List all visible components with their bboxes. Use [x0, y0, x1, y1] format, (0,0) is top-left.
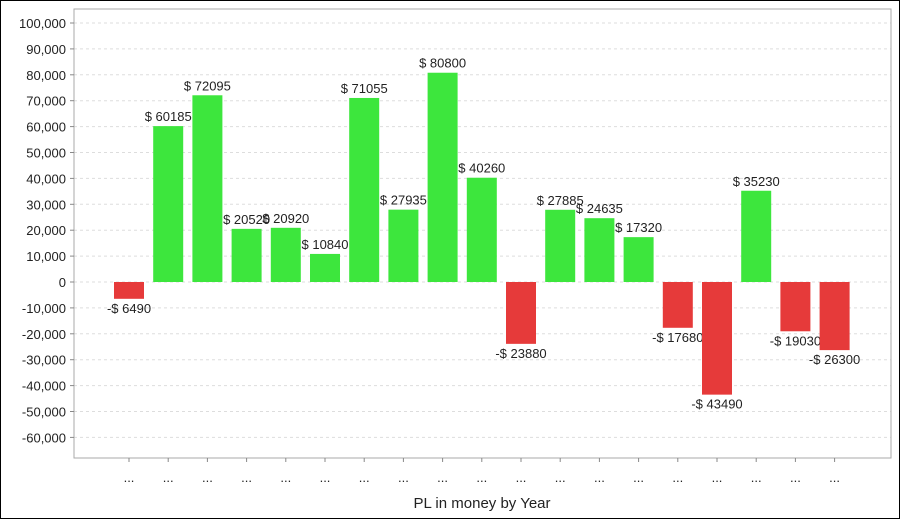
bar — [349, 97, 380, 282]
data-label: -$ 19030 — [770, 333, 821, 348]
bar — [310, 253, 340, 282]
x-tick-label: ... — [594, 470, 605, 485]
x-axis-label: PL in money by Year — [413, 495, 550, 512]
y-tick-label: -60,000 — [22, 430, 66, 445]
y-tick-label: 100,000 — [19, 16, 66, 31]
bar — [388, 209, 419, 282]
data-label: $ 80800 — [419, 56, 466, 71]
data-label: $ 60185 — [145, 109, 192, 124]
bar — [153, 126, 184, 282]
x-tick-label: ... — [633, 470, 644, 485]
x-tick-label: ... — [751, 470, 762, 485]
bar — [780, 282, 811, 332]
data-label: -$ 26300 — [809, 352, 860, 367]
y-tick-label: 80,000 — [26, 68, 66, 83]
x-tick-label: ... — [829, 470, 840, 485]
x-tick-label: ... — [476, 470, 487, 485]
x-tick-label: ... — [790, 470, 801, 485]
x-tick-label: ... — [202, 470, 213, 485]
bar — [192, 95, 223, 282]
data-label: $ 72095 — [184, 78, 231, 93]
data-label: $ 20520 — [223, 212, 270, 227]
x-tick-label: ... — [241, 470, 252, 485]
bar — [545, 209, 576, 282]
data-label: -$ 43490 — [691, 397, 742, 412]
x-tick-label: ... — [163, 470, 174, 485]
y-tick-label: -30,000 — [22, 353, 66, 368]
data-label: $ 27935 — [380, 193, 427, 208]
y-tick-label: 10,000 — [26, 249, 66, 264]
bar — [741, 190, 772, 282]
y-tick-label: 70,000 — [26, 94, 66, 109]
plot-area — [73, 8, 892, 459]
bar — [623, 237, 654, 282]
y-tick-label: 0 — [59, 275, 66, 290]
data-label: $ 24635 — [576, 201, 623, 216]
x-tick-label: ... — [712, 470, 723, 485]
data-label: $ 35230 — [733, 174, 780, 189]
y-tick-label: 30,000 — [26, 197, 66, 212]
y-tick-label: 90,000 — [26, 42, 66, 57]
y-tick-label: -50,000 — [22, 405, 66, 420]
bar — [702, 282, 732, 395]
y-tick-label: 20,000 — [26, 223, 66, 238]
bar — [506, 282, 536, 344]
data-label: -$ 6490 — [107, 301, 151, 316]
x-tick-label: ... — [320, 470, 331, 485]
data-label: $ 17320 — [615, 220, 662, 235]
bar — [662, 282, 693, 328]
data-label: $ 27885 — [537, 193, 584, 208]
x-tick-label: ... — [437, 470, 448, 485]
data-label: $ 71055 — [341, 81, 388, 96]
y-tick-label: -10,000 — [22, 301, 66, 316]
x-tick-label: ... — [280, 470, 291, 485]
x-tick-label: ... — [516, 470, 527, 485]
y-tick-label: 40,000 — [26, 171, 66, 186]
y-tick-label: 50,000 — [26, 146, 66, 161]
data-label: -$ 23880 — [495, 346, 546, 361]
x-tick-label: ... — [359, 470, 370, 485]
y-tick-label: -40,000 — [22, 379, 66, 394]
data-label: -$ 17680 — [652, 330, 703, 345]
data-label: $ 40260 — [458, 161, 505, 176]
y-tick-label: -20,000 — [22, 327, 66, 342]
bar — [819, 282, 850, 351]
x-tick-label: ... — [124, 470, 135, 485]
x-tick-label: ... — [672, 470, 683, 485]
x-tick-label: ... — [555, 470, 566, 485]
data-label: $ 10840 — [302, 237, 349, 252]
bar — [466, 177, 497, 282]
bar — [584, 218, 615, 282]
bar — [427, 72, 458, 282]
bar — [270, 227, 301, 282]
x-tick-label: ... — [398, 470, 409, 485]
y-tick-label: 60,000 — [26, 120, 66, 135]
bar — [114, 282, 144, 299]
bar — [231, 228, 262, 282]
data-label: $ 20920 — [262, 211, 309, 226]
